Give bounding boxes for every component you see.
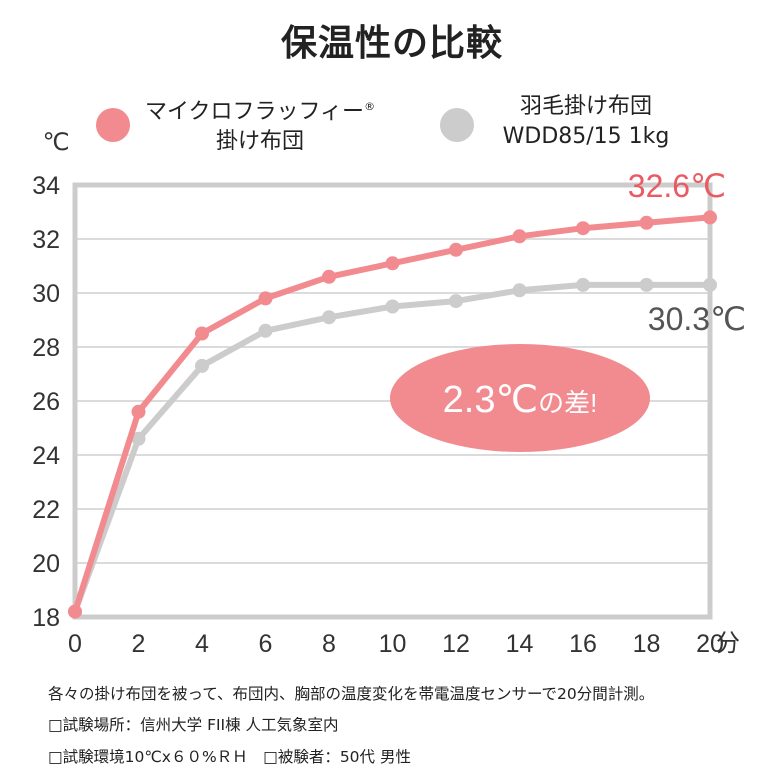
y-tick-label-20: 20 — [32, 550, 60, 578]
series-1-point-9 — [639, 215, 654, 230]
x-tick-label-2: 2 — [132, 630, 146, 658]
series-2-point-8 — [576, 277, 590, 292]
y-tick-label-18: 18 — [32, 604, 60, 632]
y-tick-label-30: 30 — [32, 280, 60, 308]
x-tick-label-4: 4 — [195, 630, 209, 658]
difference-value: 2.3℃ — [443, 379, 539, 421]
series-1-point-3 — [258, 291, 273, 306]
series-2-point-5 — [385, 299, 400, 314]
series-2-point-7 — [512, 283, 527, 298]
x-tick-label-14: 14 — [506, 630, 534, 658]
series-1-point-4 — [322, 269, 336, 284]
legend-label-series1: マイクロフラッフィー® 掛け布団 — [140, 92, 380, 157]
series-1-point-1 — [131, 404, 146, 419]
x-tick-label-16: 16 — [569, 630, 597, 658]
note-line-2: □試験場所：信州大学 FII棟 人工気象室内 — [48, 716, 339, 734]
legend-label-series2: 羽毛掛け布団 WDD85/15 1kg — [486, 92, 686, 152]
y-tick-label-26: 26 — [32, 388, 60, 416]
difference-callout-text: 2.3℃の差! — [443, 379, 598, 421]
series-1-point-5 — [385, 256, 400, 271]
x-axis-unit: 分 — [716, 629, 740, 657]
series-2-point-3 — [258, 323, 273, 338]
series-1-point-10 — [703, 210, 717, 225]
y-tick-label-22: 22 — [32, 496, 60, 524]
difference-callout — [390, 344, 650, 452]
series-1-point-8 — [576, 221, 590, 236]
y-axis-unit: ℃ — [43, 128, 70, 156]
legend-series2-line2: WDD85/15 1kg — [502, 124, 670, 149]
difference-suffix: の差! — [538, 388, 597, 418]
series-2-point-1 — [131, 431, 146, 446]
y-tick-label-32: 32 — [32, 226, 60, 254]
y-tick-label-28: 28 — [32, 334, 60, 362]
x-tick-label-8: 8 — [322, 630, 336, 658]
registered-mark: ® — [364, 100, 376, 113]
series-1-point-2 — [195, 326, 209, 341]
end-label-series1: 32.6℃ — [628, 168, 726, 204]
y-tick-label-34: 34 — [32, 172, 60, 200]
legend-marker-series1 — [96, 108, 130, 142]
chart-title: 保温性の比較 — [280, 23, 503, 64]
legend-marker-series2 — [440, 108, 474, 142]
legend-series1-line1: マイクロフラッフィー — [144, 99, 365, 125]
note-line-1: 各々の掛け布団を被って、布団内、胸部の温度変化を帯電温度センサーで20分間計測。 — [48, 685, 655, 703]
y-tick-label-24: 24 — [32, 442, 60, 470]
x-tick-label-0: 0 — [68, 630, 82, 658]
note-line-3: □試験環境10℃x６０%ＲＨ □被験者：50代 男性 — [48, 748, 411, 766]
series-1-point-7 — [512, 229, 527, 244]
series-1-point-6 — [449, 242, 463, 257]
x-tick-label-10: 10 — [379, 630, 407, 658]
x-tick-label-18: 18 — [633, 630, 661, 658]
series-2-point-6 — [449, 294, 463, 309]
x-tick-label-20: 20 — [696, 630, 724, 658]
x-tick-label-12: 12 — [442, 630, 470, 658]
legend-series1-line2: 掛け布団 — [215, 129, 304, 155]
x-tick-label-6: 6 — [259, 630, 273, 658]
end-label-series2: 30.3℃ — [648, 301, 746, 337]
legend-series2-line1: 羽毛掛け布団 — [519, 94, 652, 119]
series-2-point-4 — [322, 310, 336, 325]
series-2-point-9 — [639, 277, 654, 292]
series-1-point-0 — [68, 604, 82, 619]
series-2-point-10 — [703, 277, 717, 292]
series-2-point-2 — [195, 358, 209, 373]
